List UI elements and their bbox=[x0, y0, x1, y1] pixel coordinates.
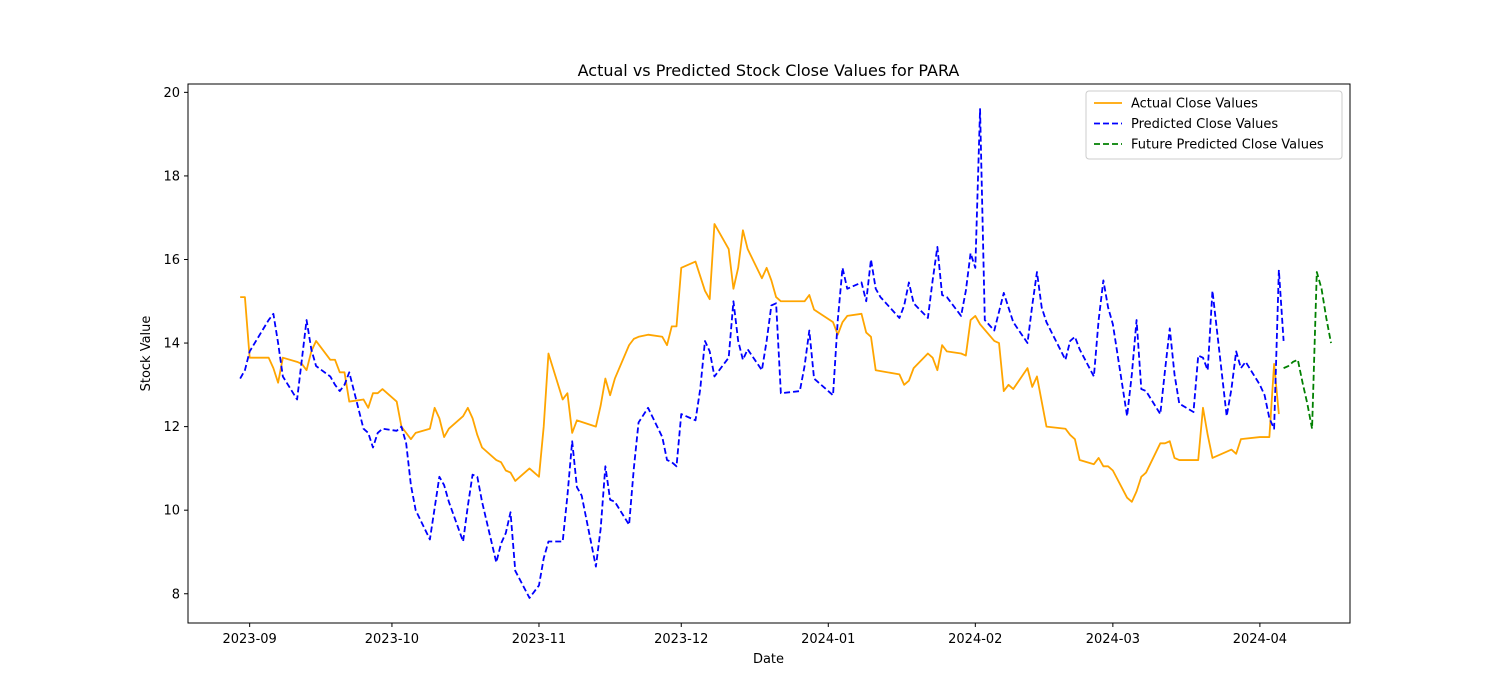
legend-label: Predicted Close Values bbox=[1131, 117, 1278, 132]
series-layer bbox=[239, 108, 1332, 599]
y-tick-label: 14 bbox=[163, 337, 180, 352]
y-axis: 8 10 12 14 16 18 20 bbox=[163, 86, 188, 602]
y-tick-label: 20 bbox=[163, 86, 180, 101]
legend: Actual Close Values Predicted Close Value… bbox=[1085, 90, 1343, 160]
x-tick-label: 2023-09 bbox=[222, 632, 276, 647]
legend-label: Actual Close Values bbox=[1131, 97, 1258, 112]
x-tick-label: 2024-04 bbox=[1233, 632, 1287, 647]
y-axis-label: Stock Value bbox=[139, 316, 154, 392]
legend-label: Future Predicted Close Values bbox=[1131, 138, 1324, 153]
x-tick-label: 2023-11 bbox=[512, 632, 566, 647]
legend-box bbox=[1085, 90, 1343, 160]
x-axis: 2023-09 2023-10 2023-11 2023-12 2024-01 2024-… bbox=[222, 623, 1287, 647]
plot-area-frame bbox=[187, 83, 1351, 624]
y-tick-label: 10 bbox=[163, 504, 180, 519]
x-tick-label: 2023-10 bbox=[365, 632, 419, 647]
x-axis-label: Date bbox=[753, 652, 784, 667]
x-tick-label: 2024-02 bbox=[948, 632, 1002, 647]
y-tick-label: 8 bbox=[172, 587, 180, 602]
y-tick-label: 12 bbox=[163, 420, 180, 435]
series-line-2 bbox=[239, 108, 1285, 599]
series-line-3 bbox=[1283, 271, 1332, 430]
y-tick-label: 18 bbox=[163, 169, 180, 184]
y-tick-label: 16 bbox=[163, 253, 180, 268]
x-tick-label: 2023-12 bbox=[654, 632, 708, 647]
series-line-1 bbox=[240, 223, 1280, 503]
x-tick-label: 2024-03 bbox=[1086, 632, 1140, 647]
x-tick-label: 2024-01 bbox=[801, 632, 855, 647]
chart-title: Actual vs Predicted Stock Close Values f… bbox=[578, 61, 960, 80]
